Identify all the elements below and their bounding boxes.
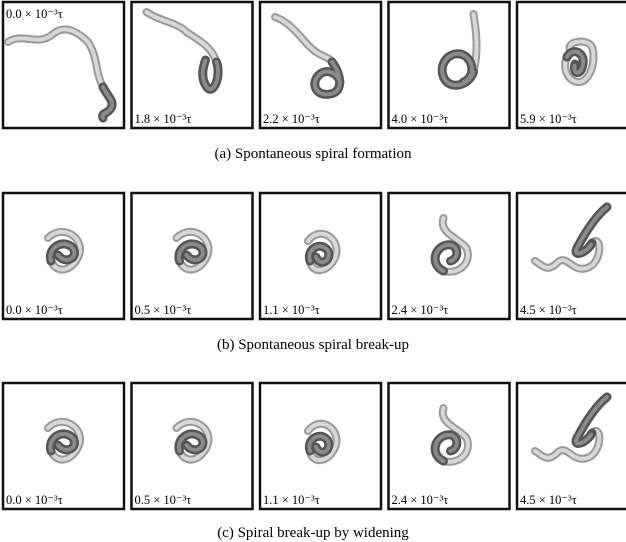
frame: 0.5 × 10⁻³τ [132, 383, 253, 509]
frame-border [517, 193, 626, 319]
frame: 2.4 × 10⁻³τ [389, 383, 510, 509]
frame: 0.0 × 10⁻³τ [3, 193, 124, 319]
time-label: 0.5 × 10⁻³τ [135, 493, 192, 507]
frame: 5.9 × 10⁻³τ [517, 2, 626, 128]
time-label: 1.1 × 10⁻³τ [263, 303, 320, 317]
frame: 4.5 × 10⁻³τ [517, 383, 626, 509]
time-label: 2.4 × 10⁻³τ [392, 303, 449, 317]
time-label: 2.2 × 10⁻³τ [263, 112, 320, 126]
frame: 1.1 × 10⁻³τ [260, 383, 381, 509]
panel-caption: (a) Spontaneous spiral formation [214, 146, 412, 162]
time-label: 0.0 × 10⁻³τ [6, 493, 63, 507]
time-label: 0.5 × 10⁻³τ [135, 303, 192, 317]
time-label: 2.4 × 10⁻³τ [392, 493, 449, 507]
frame: 4.5 × 10⁻³τ [517, 193, 626, 319]
time-label: 5.9 × 10⁻³τ [520, 112, 577, 126]
panel-caption: (c) Spiral break-up by widening [217, 525, 409, 541]
frame: 2.4 × 10⁻³τ [389, 193, 510, 319]
panel-caption: (b) Spontaneous spiral break-up [217, 337, 409, 353]
time-label: 4.0 × 10⁻³τ [392, 112, 449, 126]
time-label: 4.5 × 10⁻³τ [520, 493, 577, 507]
figure: 0.0 × 10⁻³τ 1.8 × 10⁻³τ 2.2 × 10⁻³τ 4.0 × 1… [0, 0, 626, 542]
frame: 0.0 × 10⁻³τ [3, 2, 124, 128]
frame: 4.0 × 10⁻³τ [389, 2, 510, 128]
time-label: 4.5 × 10⁻³τ [520, 303, 577, 317]
frame: 0.0 × 10⁻³τ [3, 383, 124, 509]
frame: 1.1 × 10⁻³τ [260, 193, 381, 319]
frame-border [260, 383, 381, 509]
time-label: 0.0 × 10⁻³τ [6, 303, 63, 317]
frame: 0.5 × 10⁻³τ [132, 193, 253, 319]
time-label: 1.8 × 10⁻³τ [135, 112, 192, 126]
frame-border [389, 2, 510, 128]
time-label: 1.1 × 10⁻³τ [263, 493, 320, 507]
time-label: 0.0 × 10⁻³τ [6, 7, 63, 21]
frame: 1.8 × 10⁻³τ [132, 2, 253, 128]
frame-border [260, 193, 381, 319]
frame-border [517, 383, 626, 509]
frame-border [389, 193, 510, 319]
frame-border [389, 383, 510, 509]
frame: 2.2 × 10⁻³τ [260, 2, 381, 128]
frame-border [132, 2, 253, 128]
